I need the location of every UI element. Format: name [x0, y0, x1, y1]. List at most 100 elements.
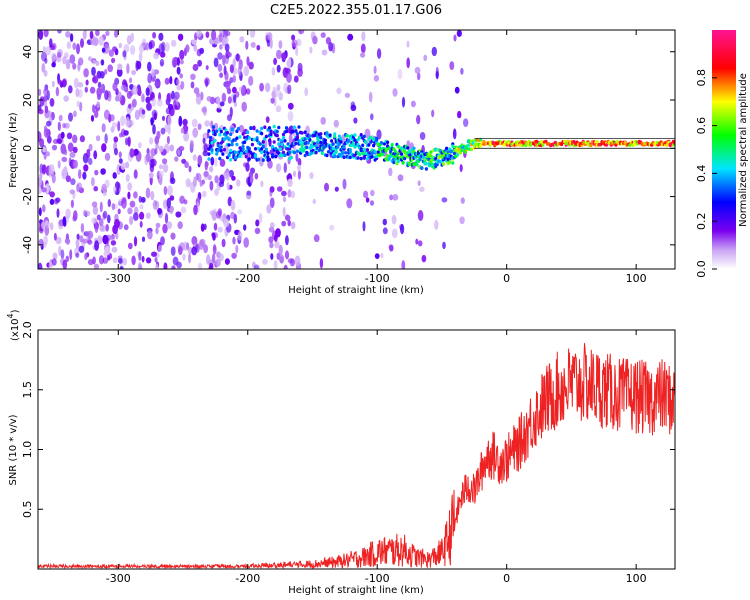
- spectrogram-cell: [90, 115, 95, 122]
- spectrogram-cell: [346, 198, 353, 209]
- y-tick-label: 1.5: [21, 381, 34, 399]
- spectrogram-cell: [286, 59, 292, 68]
- spectrogram-cell: [57, 121, 61, 131]
- spectrogram-cell: [110, 126, 115, 133]
- spectrogram-cell: [65, 31, 71, 38]
- spectrogram-cell: [230, 142, 234, 147]
- spectrogram-cell: [70, 199, 74, 208]
- spectrogram-cell: [195, 172, 199, 181]
- spectrogram-cell: [365, 148, 369, 152]
- spectrogram-cell: [91, 217, 97, 224]
- spectrogram-cell: [191, 39, 197, 45]
- spectrogram-cell: [391, 214, 397, 225]
- spectrogram-cell: [287, 84, 292, 95]
- spectrogram-cell: [78, 245, 85, 253]
- spectrogram-cell: [214, 157, 218, 167]
- spectrogram-cell: [163, 262, 168, 269]
- x-tick-label: -300: [106, 572, 131, 585]
- spectrogram-cell: [38, 177, 43, 187]
- spectrogram-cell: [274, 154, 278, 159]
- spectrogram-cell: [333, 134, 337, 139]
- spectrogram-cell: [252, 137, 256, 142]
- spectrogram-cell: [80, 38, 84, 48]
- spectrogram-cell: [92, 256, 96, 265]
- spectrogram-cell: [167, 185, 173, 196]
- spectrogram-cell: [212, 125, 216, 129]
- snr-series-line: [38, 343, 675, 569]
- spectrogram-cell: [266, 204, 272, 214]
- spectrogram-cell: [239, 151, 244, 156]
- spectrogram-cell: [119, 266, 124, 269]
- spectrogram-cell: [429, 150, 433, 154]
- spectrogram-cell: [269, 132, 273, 136]
- spectrogram-cell: [48, 164, 55, 175]
- spectrogram-cell: [202, 190, 207, 198]
- spectrogram-cell: [42, 204, 46, 213]
- spectrogram-cell: [325, 153, 329, 158]
- spectrogram-cell: [275, 133, 279, 138]
- spectrogram-cell: [80, 223, 85, 233]
- spectrogram-cell: [76, 100, 80, 108]
- spectrogram-cell: [72, 134, 78, 144]
- spectrogram-cell: [192, 63, 199, 72]
- spectrogram-cell: [254, 227, 261, 235]
- spectrogram-cell: [254, 172, 259, 180]
- colorbar-tick-label: 0.8: [695, 69, 708, 87]
- spectrogram-cell: [88, 157, 93, 165]
- spectrogram-cell: [291, 129, 295, 133]
- spectrogram-cell: [448, 160, 452, 164]
- spectrogram-cell: [304, 87, 309, 97]
- spectrogram-cell: [215, 129, 219, 134]
- spectrogram-cell: [452, 151, 456, 156]
- colorbar-tick-label: 0.4: [695, 165, 708, 183]
- spectrogram-cell: [232, 58, 236, 68]
- spectrogram-cell: [363, 190, 369, 199]
- spectrogram-cell: [353, 145, 357, 149]
- spectrogram-cell: [282, 206, 286, 217]
- spectrogram-cell: [222, 137, 226, 141]
- spectrogram-cell: [372, 136, 376, 141]
- spectrogram-cell: [243, 65, 249, 77]
- spectrogram-cell: [249, 175, 254, 184]
- snr-panel: -300 -200 -100 0 100 0.5 1.0 1.5 2.0 Height of …: [6, 309, 676, 596]
- spectrogram-cell: [91, 177, 95, 187]
- spectrogram-cell: [320, 151, 324, 155]
- spectrogram-cell: [241, 147, 245, 152]
- spectrogram-cell: [191, 236, 198, 246]
- spectrogram-cell: [276, 49, 282, 60]
- spectrogram-cell: [171, 57, 178, 68]
- spectrogram-cell: [50, 52, 57, 61]
- spectrogram-cell: [270, 253, 274, 260]
- spectrogram-cell: [275, 129, 279, 134]
- spectrogram-cell: [78, 169, 82, 180]
- spectrogram-cell: [75, 87, 80, 98]
- x-tick-label: -200: [235, 272, 260, 285]
- spectrogram-cell: [190, 73, 196, 81]
- spectrogram-cell: [271, 67, 276, 76]
- spectrogram-cell: [298, 30, 305, 35]
- spectrogram-cell: [146, 102, 152, 112]
- spectrogram-cell: [336, 87, 342, 95]
- spectrogram-cell: [199, 180, 203, 187]
- spectrogram-cell: [92, 76, 96, 83]
- spectrogram-cell: [38, 30, 44, 40]
- spectrogram-cell: [155, 143, 160, 150]
- spectrogram-cell: [133, 212, 139, 221]
- spectrogram-cell: [152, 32, 157, 39]
- spectrogram-cell: [55, 236, 62, 245]
- spectrogram-cell: [362, 156, 366, 160]
- spectrogram-cell: [46, 135, 52, 144]
- spectrogram-cell: [274, 240, 280, 249]
- spectrogram-cell: [206, 96, 213, 102]
- spectrogram-cell: [235, 136, 239, 140]
- spectrogram-cell: [273, 57, 277, 65]
- spectrogram-cell: [223, 144, 229, 154]
- spectrogram-cell: [268, 236, 274, 244]
- y-tick-label: -40: [21, 236, 34, 254]
- spectrogram-cell: [382, 227, 388, 235]
- spectrogram-cell: [225, 81, 231, 90]
- spectrogram-cell: [337, 134, 341, 139]
- spectrogram-cell: [42, 46, 46, 53]
- spectrogram-cell: [309, 46, 313, 54]
